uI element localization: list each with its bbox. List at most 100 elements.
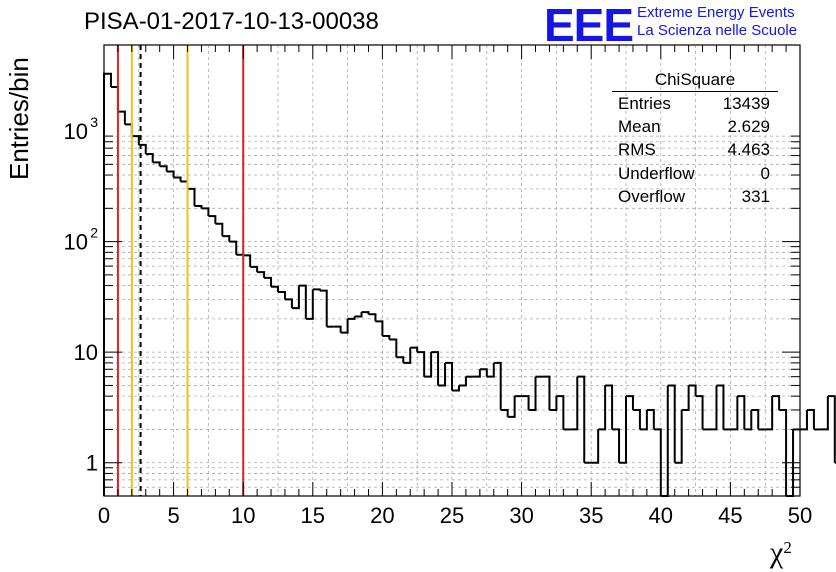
histogram-bin [103, 72, 112, 496]
y-tick-label: 10 [74, 340, 98, 365]
histogram-bin [486, 362, 495, 378]
histogram-bin [291, 285, 300, 310]
histogram-bin [236, 253, 245, 256]
stats-row-underflow: Underflow 0 [612, 162, 778, 185]
histogram-bin [375, 320, 384, 336]
histogram-bin [354, 312, 363, 318]
y-tick-label: 1 [86, 451, 98, 476]
histogram-bin [417, 351, 426, 377]
histogram-bin [215, 222, 224, 237]
histogram-bin [521, 395, 530, 410]
histogram-bin [493, 361, 502, 410]
histogram-bin [709, 385, 718, 431]
histogram-bin [806, 408, 815, 430]
histogram-bin [542, 375, 551, 410]
histogram-bin [674, 409, 683, 464]
x-axis-superscript: 2 [783, 538, 792, 557]
histogram-bin [577, 375, 586, 463]
x-tick-label: 0 [98, 503, 110, 528]
histogram-bin [173, 176, 182, 182]
histogram-bin [632, 408, 641, 430]
histogram-bin [598, 385, 607, 431]
y-tick-exponent: 3 [90, 114, 98, 130]
histogram-bin [396, 356, 405, 363]
histogram-bin [646, 408, 655, 430]
chart-title: PISA-01-2017-10-13-00038 [84, 8, 379, 35]
histogram-bin [424, 352, 433, 378]
histogram-bin [319, 289, 328, 327]
histogram-bin [257, 271, 266, 278]
histogram-bin [333, 325, 342, 333]
histogram-bin [347, 316, 356, 320]
histogram-bin [605, 384, 614, 430]
stats-value: 4.463 [727, 140, 770, 160]
histogram-bin [131, 135, 140, 145]
x-tick-label: 45 [718, 503, 742, 528]
stats-title: ChiSquare [612, 69, 778, 92]
histogram-bin [660, 385, 669, 497]
histogram-bin [528, 376, 537, 411]
histogram-bin [653, 428, 662, 496]
histogram-bin [716, 384, 725, 430]
histogram-bin [772, 395, 781, 410]
histogram-bin [570, 376, 579, 431]
histogram-bin [500, 408, 509, 417]
histogram-bin [201, 207, 210, 217]
logo-caption: Extreme Energy Events La Scienza nelle S… [637, 4, 797, 40]
histogram-bin [124, 123, 133, 137]
x-tick-label: 35 [579, 503, 603, 528]
logo-mark: EEE [544, 0, 634, 51]
grid-lines [104, 45, 800, 496]
histogram-bin [243, 254, 252, 267]
x-tick-label: 20 [370, 503, 394, 528]
x-tick-label: 50 [788, 503, 812, 528]
stats-row-overflow: Overflow 331 [612, 185, 778, 208]
histogram-bin [612, 428, 621, 463]
x-tick-label: 10 [231, 503, 255, 528]
y-tick-label: 10 [64, 230, 88, 255]
histogram-bin [472, 369, 481, 378]
stats-value: 13439 [722, 94, 770, 113]
x-tick-label: 40 [649, 503, 673, 528]
histogram-bin [619, 396, 627, 464]
stats-box: ChiSquare Entries 13439 Mean 2.629 RMS 4… [612, 69, 778, 208]
histogram-bin [730, 396, 739, 431]
reference-lines [116, 45, 245, 496]
histogram-bin [751, 408, 760, 430]
axis-ticks [103, 45, 801, 496]
histogram-bin [264, 276, 273, 287]
histogram-bin [361, 311, 370, 315]
histogram-bin [681, 385, 690, 411]
stats-label: Mean [618, 117, 661, 137]
logo-line-1: Extreme Energy Events [637, 4, 795, 21]
histogram-bin [827, 395, 836, 463]
x-axis-symbol: χ [770, 536, 784, 569]
histogram-bin [688, 384, 697, 397]
histogram-bin [452, 385, 460, 392]
stats-value: 331 [741, 186, 770, 206]
histogram-bin [187, 187, 196, 206]
histogram-bin [779, 408, 788, 496]
histogram-bin [340, 318, 349, 334]
histogram-bin [166, 170, 175, 178]
logo-line-2: La Scienza nelle Scuole [637, 22, 798, 39]
stats-row-rms: RMS 4.463 [612, 138, 778, 161]
stats-row-entries: Entries 13439 [612, 92, 778, 115]
histogram-bin [180, 180, 189, 189]
histogram-bin [278, 291, 286, 300]
histogram-bin [765, 396, 774, 431]
histogram-bin [507, 396, 516, 418]
stats-value: 0 [760, 163, 770, 183]
stats-value: 2.629 [727, 117, 770, 137]
histogram-bin [445, 361, 453, 391]
histogram-bin [389, 338, 398, 358]
stats-row-mean: Mean 2.629 [612, 115, 778, 138]
histogram-bin [271, 285, 279, 293]
histogram-bin [479, 368, 488, 377]
stats-label: RMS [618, 140, 656, 160]
x-tick-label: 15 [301, 503, 325, 528]
eee-logo: EEE [544, 0, 634, 51]
histogram-bin [382, 335, 391, 340]
